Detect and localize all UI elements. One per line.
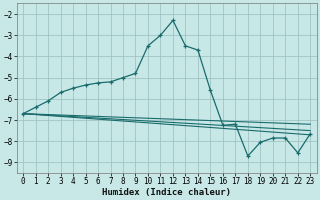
X-axis label: Humidex (Indice chaleur): Humidex (Indice chaleur) [102, 188, 231, 197]
